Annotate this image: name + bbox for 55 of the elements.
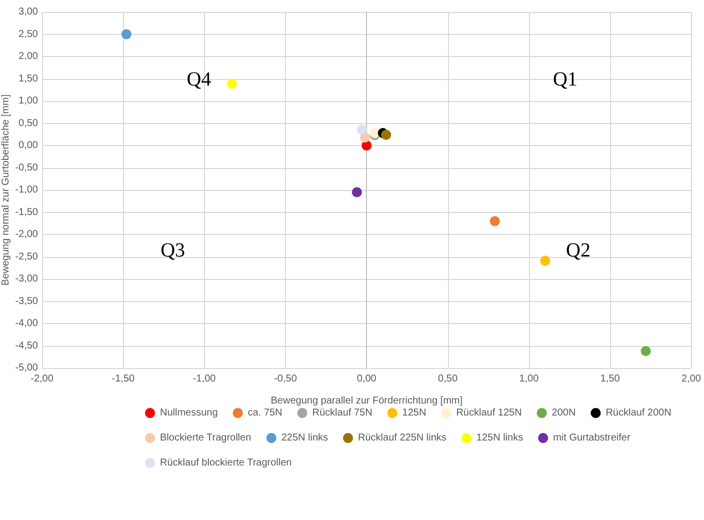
- y-tick-label: -1,00: [15, 184, 38, 196]
- legend-label: Rücklauf 125N: [456, 408, 522, 418]
- point: [381, 130, 392, 140]
- legend-label: 125N: [402, 408, 426, 418]
- annotation: Q2: [566, 240, 591, 262]
- y-tick-label: 3,00: [18, 6, 38, 18]
- legend-label: mit Gurtabstreifer: [553, 432, 631, 444]
- x-tick-label: 2,00: [682, 374, 702, 384]
- y-tick-label: -4,00: [15, 318, 38, 329]
- y-tick-label: -3,50: [15, 296, 38, 307]
- y-tick-label: -5,00: [15, 362, 38, 374]
- legend-label: 125N links: [476, 432, 524, 444]
- point: [490, 216, 500, 226]
- y-tick-label: 0,50: [18, 118, 38, 129]
- x-tick-label: 0,00: [356, 374, 377, 384]
- point: [362, 140, 372, 150]
- y-tick-label: 2,00: [18, 51, 38, 62]
- legend-label: Blockierte Tragrollen: [160, 432, 252, 444]
- legend-label: 225N links: [281, 432, 328, 444]
- point: [360, 132, 370, 142]
- legend-label: Rücklauf 225N links: [358, 432, 446, 444]
- legend-label: ca. 75N: [248, 408, 282, 418]
- x-axis-title: Bewegung parallel zur Förderrichtung [mm]: [270, 396, 463, 406]
- legend-label: Rücklauf 200N: [606, 408, 672, 418]
- x-tick-label: -2,00: [30, 374, 54, 384]
- y-tick-label: -3,00: [15, 274, 38, 284]
- legend-label: 200N: [552, 408, 576, 418]
- y-tick-label: -2,00: [15, 229, 38, 240]
- point: [352, 187, 362, 198]
- legend-label: Rücklauf 75N: [312, 408, 372, 418]
- x-tick-label: -1,50: [112, 374, 135, 384]
- point: [640, 346, 651, 356]
- point: [540, 256, 550, 266]
- x-tick-label: 1,00: [519, 374, 540, 384]
- point: [226, 78, 237, 89]
- y-tick-label: 1,00: [18, 96, 38, 106]
- y-tick-label: 2,50: [18, 28, 38, 40]
- y-tick-label: -2,50: [15, 251, 38, 262]
- legend-label: Rücklauf blockierte Tragrollen: [160, 458, 292, 468]
- y-tick-label: 0,00: [18, 140, 38, 151]
- y-tick-label: -4,50: [15, 340, 38, 352]
- annotation: Q3: [160, 240, 186, 262]
- x-tick-label: 1,50: [600, 374, 620, 384]
- y-tick-label: 1,50: [18, 73, 38, 84]
- y-tick-label: -1,50: [15, 206, 38, 218]
- annotation: Q1: [552, 68, 578, 91]
- x-tick-label: 0,50: [438, 374, 458, 384]
- y-axis-title: Bewegung normal zur Gurtoberfläche [mm]: [0, 94, 12, 286]
- annotation: Q4: [186, 68, 212, 91]
- y-tick-label: -0,50: [15, 162, 38, 174]
- point: [356, 124, 367, 134]
- x-tick-label: -1,00: [192, 374, 216, 384]
- legend-label: Nullmessung: [160, 408, 218, 418]
- x-tick-label: -0,50: [274, 374, 298, 384]
- point: [121, 29, 132, 40]
